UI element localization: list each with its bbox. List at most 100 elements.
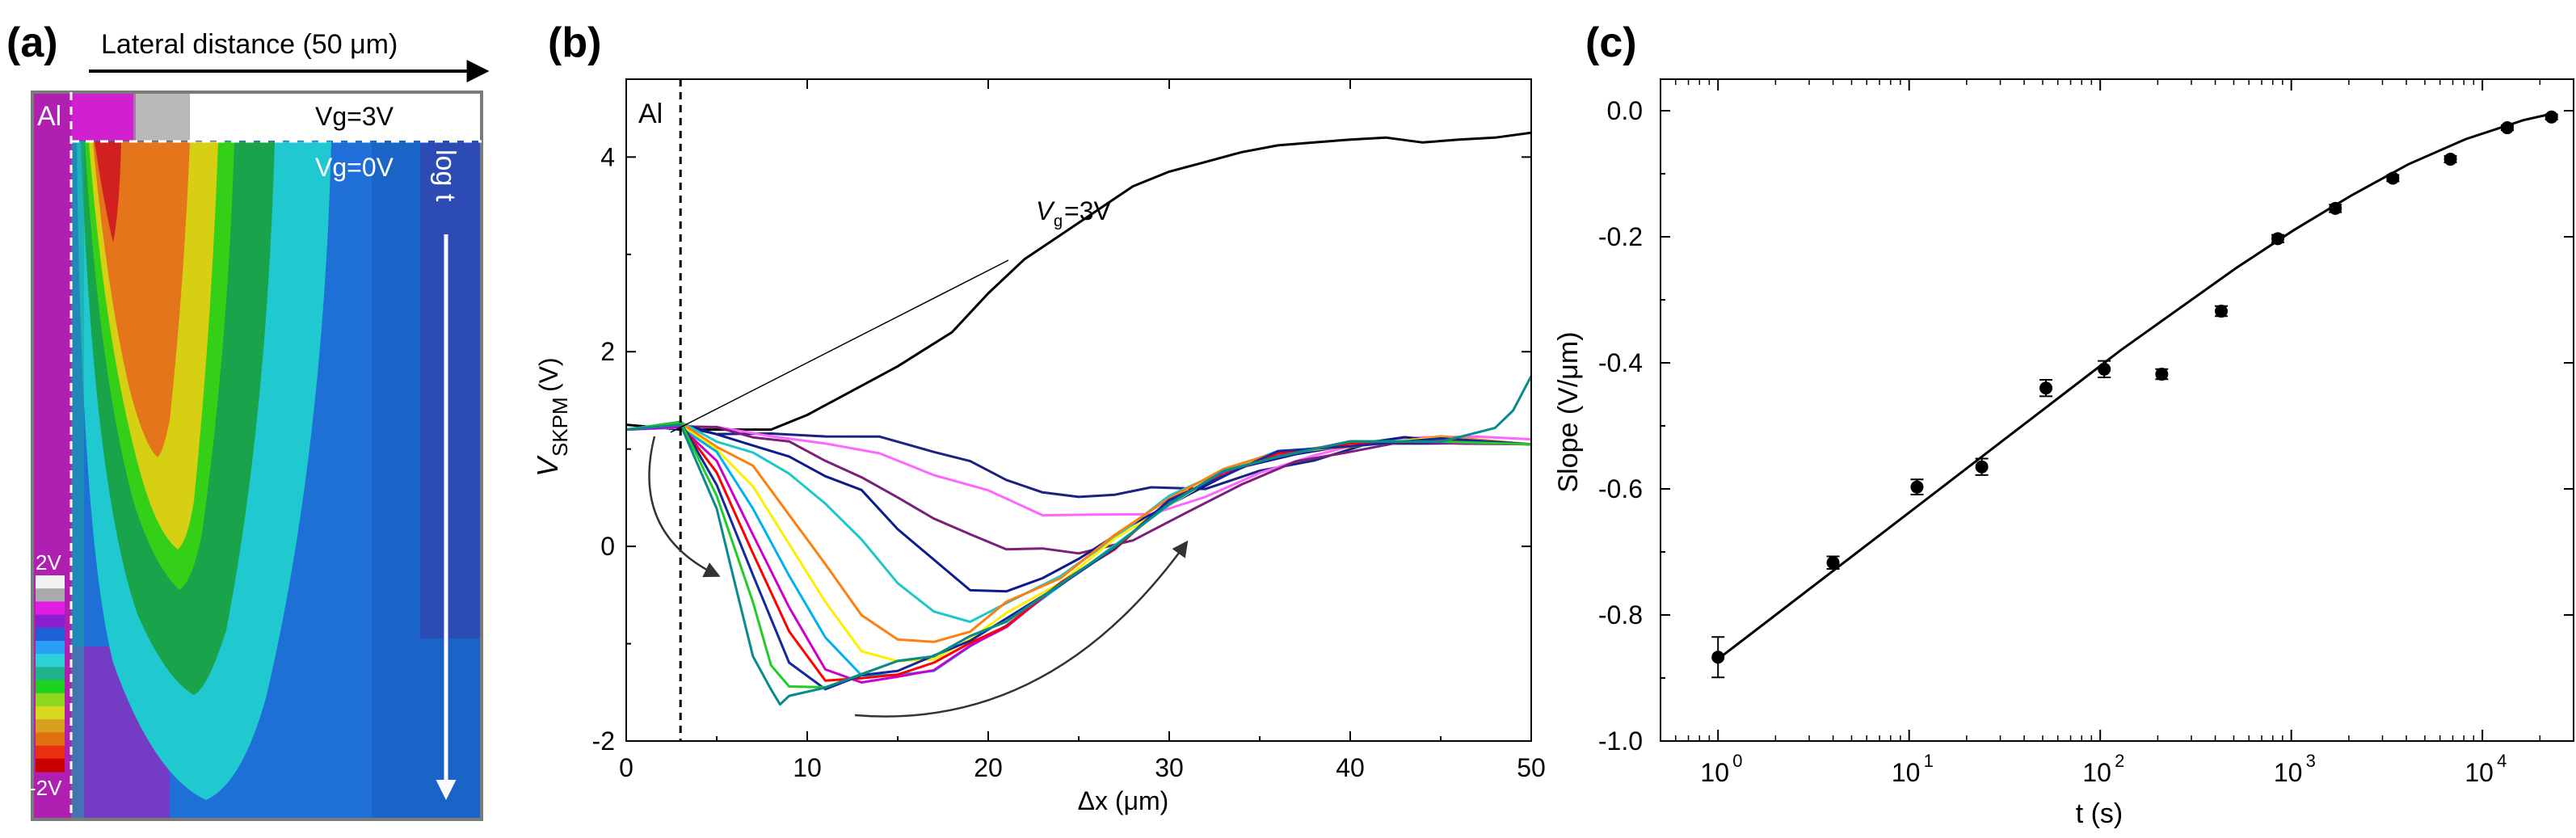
vg3-annot-sub: g	[1054, 213, 1063, 230]
series-line-t9	[626, 425, 1531, 684]
x-tick-label: 50	[1517, 753, 1546, 782]
series-line-t7	[626, 424, 1531, 663]
c-x-tick-exponent: 2	[2115, 751, 2124, 771]
panel-b-ylabel-sub: SKPM	[548, 397, 572, 457]
x-tick-label: 40	[1336, 753, 1365, 782]
vg0-label: Vg=0V	[315, 153, 394, 182]
series-line-t11	[626, 420, 1531, 691]
panel-c-ticks: -1.0-0.8-0.6-0.4-0.20.010 0 10 1 10 2 10 3 10 4	[1598, 79, 2574, 787]
heatmap-edge-strip	[71, 141, 84, 819]
data-point	[2271, 232, 2284, 246]
series-line-t3	[626, 425, 1531, 555]
panel-a-title: Lateral distance (50 μm)	[101, 29, 398, 60]
panel-c-scatter: (c) -1.0-0.8-0.6-0.4-0.20.010 0 10 1 10 2 10 3 1…	[1553, 19, 2574, 829]
colorbar-segment	[36, 614, 65, 629]
c-x-tick-label: 10	[2274, 758, 2303, 787]
panel-b-xlabel: Δx (μm)	[1078, 786, 1169, 815]
panel-b-series-group	[626, 131, 1531, 706]
vg3-annot-v: V	[1036, 196, 1055, 225]
panel-a-label: (a)	[6, 19, 58, 66]
series-line-t5	[626, 420, 1531, 623]
x-tick-label: 20	[974, 753, 1003, 782]
series-line-t13	[626, 375, 1531, 706]
colorbar-segment	[36, 745, 65, 760]
colorbar-max-label: 2V	[36, 550, 61, 575]
colorbar-segment	[36, 706, 65, 720]
panel-c-plot-frame	[1660, 78, 2574, 742]
colorbar-segment	[36, 654, 65, 667]
c-y-tick-label: 0.0	[1607, 96, 1643, 125]
data-point	[2214, 305, 2228, 318]
colorbar-segment	[36, 641, 65, 655]
heatmap-vg3-electrode	[32, 92, 71, 141]
c-y-tick-label: -1.0	[1598, 726, 1643, 756]
y-tick-label: 4	[600, 142, 615, 171]
c-x-tick-exponent: 3	[2306, 751, 2316, 771]
x-tick-label: 0	[619, 753, 633, 782]
heatmap-frame	[31, 91, 483, 821]
heatmap-image	[32, 92, 482, 819]
vg3-pointer-line	[670, 259, 1009, 433]
dip-arrow	[648, 436, 721, 578]
panel-b-ylabel-v: V	[531, 455, 564, 477]
log-t-label: log t	[430, 149, 461, 202]
data-point	[1910, 480, 1924, 494]
c-x-tick-label: 10	[2082, 758, 2111, 787]
heatmap-red-region	[95, 141, 121, 242]
data-point	[2544, 110, 2558, 124]
x-tick-label: 30	[1155, 753, 1184, 782]
data-point	[2329, 201, 2342, 215]
series-line-vg3v	[626, 131, 1531, 432]
panel-c-points-group	[1711, 110, 2558, 679]
colorbar-segment	[36, 680, 65, 694]
x-tick-label: 10	[793, 753, 822, 782]
colorbar-segment	[36, 588, 65, 602]
series-line-t10	[626, 423, 1531, 682]
data-point	[1826, 556, 1840, 570]
panel-c-ylabel: Slope (V/μm)	[1553, 331, 1584, 492]
panel-b-label: (b)	[548, 19, 601, 66]
colorbar-segment	[36, 575, 65, 589]
c-x-tick-exponent: 0	[1732, 751, 1742, 771]
c-x-tick-exponent: 1	[1924, 751, 1934, 771]
panel-b-plot-frame	[625, 78, 1532, 742]
panel-b-al-label: Al	[638, 99, 663, 129]
c-x-tick-exponent: 4	[2497, 751, 2507, 771]
colorbar-segment	[36, 627, 65, 642]
heatmap-orange-region	[93, 141, 190, 457]
panel-b-ylabel-unit: (V)	[534, 357, 563, 392]
colorbar-segment	[36, 719, 65, 733]
heatmap-vg3-magenta	[71, 92, 136, 141]
c-x-tick-label: 10	[1892, 758, 1921, 787]
c-x-tick-label: 10	[1700, 758, 1729, 787]
vg3-label: Vg=3V	[315, 102, 394, 131]
colorbar-min-label: -2V	[29, 776, 62, 800]
panel-b-ylabel: V SKPM (V)	[531, 357, 572, 477]
c-x-tick-label: 10	[2464, 758, 2494, 787]
y-tick-label: 2	[600, 337, 615, 366]
colorbar-segment	[36, 601, 65, 616]
data-point	[2155, 368, 2169, 381]
vg3-annot-rest: =3V	[1064, 196, 1111, 225]
c-y-tick-label: -0.8	[1598, 600, 1643, 630]
panel-a-heatmap: (a) Lateral distance (50 μm) Al Vg=3V	[6, 19, 490, 821]
colorbar	[36, 575, 65, 773]
colorbar-segment	[36, 732, 65, 747]
recovery-arrow	[854, 540, 1189, 718]
data-point	[1975, 460, 1989, 474]
data-point	[2386, 171, 2400, 185]
panel-a-al-label: Al	[37, 101, 61, 132]
data-point	[1711, 651, 1725, 664]
colorbar-segment	[36, 758, 65, 773]
data-point	[2098, 362, 2111, 376]
series-line-t6	[626, 421, 1531, 643]
c-y-tick-label: -0.4	[1598, 348, 1643, 377]
series-line-t4	[626, 422, 1531, 593]
y-tick-label: -2	[592, 726, 615, 756]
data-point	[2500, 121, 2514, 135]
series-line-t1	[626, 425, 1531, 499]
heatmap-vg3-gray	[133, 92, 190, 141]
